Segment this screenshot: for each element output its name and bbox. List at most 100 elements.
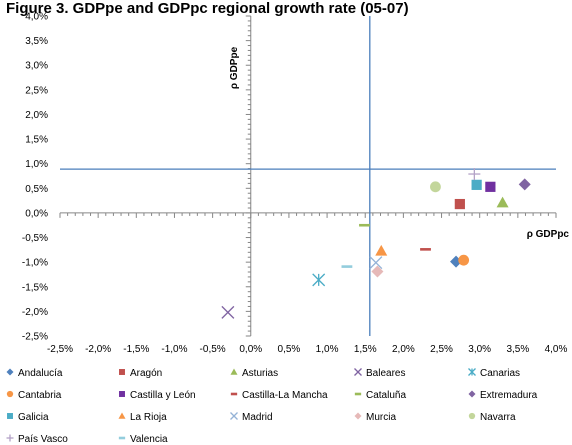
legend-marker — [354, 412, 362, 420]
y-tick-label: 0,5% — [25, 184, 48, 195]
x-axis-label: ρ GDPpc — [527, 229, 570, 240]
legend-marker — [468, 390, 476, 398]
legend-item-madrid: Madrid — [230, 412, 273, 423]
chart-title: Figure 3. GDPpe and GDPpc regional growt… — [6, 0, 409, 17]
legend-item-cataluna: Cataluña — [354, 390, 406, 401]
marker-la-rioja — [375, 244, 388, 256]
y-tick-label: -2,5% — [22, 332, 48, 343]
y-tick-label: 1,0% — [25, 159, 48, 170]
marker-madrid — [369, 256, 383, 270]
x-tick-label: 3,0% — [468, 344, 491, 355]
y-tick-label: 4,0% — [25, 12, 48, 23]
legend-item-cantabria: Cantabria — [6, 390, 62, 401]
legend-label: La Rioja — [130, 412, 167, 423]
legend-item-galicia: Galicia — [7, 412, 49, 423]
marker-valencia — [341, 265, 353, 268]
legend-label: Baleares — [366, 368, 405, 379]
x-tick-label: 1,0% — [316, 344, 339, 355]
x-tick-label: 0,5% — [278, 344, 301, 355]
x-tick-label: -2,5% — [47, 344, 73, 355]
y-tick-label: 3,5% — [25, 36, 48, 47]
legend-marker — [468, 368, 476, 376]
legend-label: Castilla-La Mancha — [242, 390, 328, 401]
y-axis-label: ρ GDPpe — [229, 46, 240, 89]
legend-marker — [354, 392, 362, 396]
legend-label: Navarra — [480, 412, 516, 423]
marker-pais-vasco — [468, 168, 481, 181]
marker-castilla-y-leon — [485, 181, 496, 192]
axes-layer: -2,5% -2,0% -1,5% -1,0% -0,5% 0,0% 0,5% 1,0% 1,5… — [22, 12, 568, 356]
legend-marker — [230, 392, 238, 396]
legend-marker — [119, 391, 125, 397]
legend-item-asturias: Asturias — [230, 368, 278, 379]
marker-andalucia — [450, 255, 463, 268]
x-tick-label: 3,5% — [506, 344, 529, 355]
legend-label: Canarias — [480, 368, 520, 379]
y-tick-label: -0,5% — [22, 233, 48, 244]
legend-marker — [119, 369, 125, 375]
legend-item-murcia: Murcia — [354, 412, 396, 423]
legend-item-andalucia: Andalucía — [6, 368, 63, 379]
legend-item-castilla-y-leon: Castilla y León — [119, 390, 196, 401]
legend-label: País Vasco — [18, 434, 68, 445]
x-tick-label: 0,0% — [239, 344, 262, 355]
marker-extremadura — [518, 178, 531, 191]
legend-item-canarias: Canarias — [468, 368, 520, 379]
y-tick-label: 1,5% — [25, 135, 48, 146]
marker-baleares — [221, 305, 235, 319]
marker-canarias — [312, 273, 326, 287]
legend-label: Cataluña — [366, 390, 406, 401]
marker-cantabria — [458, 254, 470, 266]
legend-marker — [354, 368, 362, 376]
x-tick-label: 1,5% — [354, 344, 377, 355]
x-tick-label: 2,0% — [392, 344, 415, 355]
markers-layer — [221, 168, 531, 319]
y-tick-label: -1,5% — [22, 282, 48, 293]
legend-marker — [6, 368, 14, 376]
legend-label: Extremadura — [480, 390, 538, 401]
legend-item-valencia: Valencia — [118, 434, 168, 445]
legend-item-aragon: Aragón — [119, 368, 162, 379]
legend-item-la-rioja: La Rioja — [118, 412, 167, 423]
y-tick-label: 2,5% — [25, 85, 48, 96]
y-tick-label: 0,0% — [25, 208, 48, 219]
legend-label: Murcia — [366, 412, 396, 423]
marker-galicia — [471, 179, 482, 190]
x-tick-label: -0,5% — [200, 344, 226, 355]
legend-label: Cantabria — [18, 390, 62, 401]
legend-marker — [6, 434, 14, 442]
legend-item-baleares: Baleares — [354, 368, 405, 379]
legend-marker — [118, 436, 126, 440]
x-tick-label: -2,0% — [85, 344, 111, 355]
legend-item-navarra: Navarra — [468, 412, 516, 423]
legend-label: Andalucía — [18, 368, 63, 379]
legend-item-castilla-la-mancha: Castilla-La Mancha — [230, 390, 328, 401]
y-tick-label: 3,0% — [25, 61, 48, 72]
legend-label: Castilla y León — [130, 390, 196, 401]
legend-marker — [7, 413, 13, 419]
marker-murcia — [371, 265, 384, 278]
y-tick-label: -2,0% — [22, 307, 48, 318]
legend-marker — [468, 412, 476, 420]
y-tick-label: -1,0% — [22, 258, 48, 269]
y-tick-label: 2,0% — [25, 110, 48, 121]
x-tick-label: -1,5% — [123, 344, 149, 355]
legend: Andalucía Aragón Asturias Baleares Canarias C… — [6, 368, 538, 445]
legend-item-extremadura: Extremadura — [468, 390, 538, 401]
marker-cataluna — [359, 223, 370, 227]
legend-label: Asturias — [242, 368, 278, 379]
x-tick-label: 2,5% — [430, 344, 453, 355]
legend-marker — [118, 412, 126, 419]
legend-label: Madrid — [242, 412, 273, 423]
marker-castilla-la-mancha — [420, 248, 431, 251]
legend-label: Valencia — [130, 434, 168, 445]
x-tick-label: 4,0% — [545, 344, 568, 355]
legend-label: Galicia — [18, 412, 49, 423]
legend-item-pais-vasco: País Vasco — [6, 434, 68, 445]
marker-navarra — [430, 181, 441, 193]
marker-aragon — [454, 198, 465, 210]
legend-marker — [230, 412, 238, 420]
x-tick-label: -1,0% — [161, 344, 187, 355]
legend-marker — [6, 390, 14, 398]
legend-label: Aragón — [130, 368, 162, 379]
